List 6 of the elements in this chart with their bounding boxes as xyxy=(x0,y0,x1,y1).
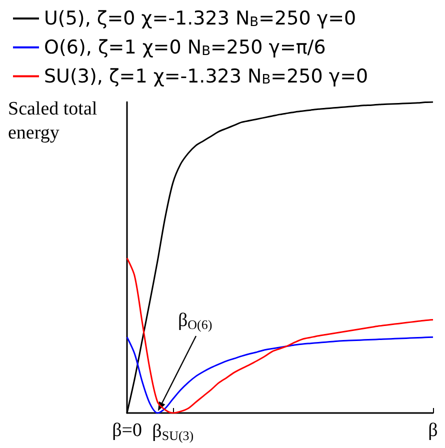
y-axis-title: Scaled total energy xyxy=(8,98,102,144)
legend-label: O(6), ζ=1 χ=0 NB=250 γ=π/6 xyxy=(44,36,326,59)
x-tick-label: β=0 xyxy=(112,420,142,441)
legend-label: U(5), ζ=0 χ=-1.323 NB=250 γ=0 xyxy=(44,8,356,30)
legend-label: SU(3), ζ=1 χ=-1.323 NB=250 γ=0 xyxy=(44,65,368,88)
x-tick-label: β xyxy=(428,420,438,441)
